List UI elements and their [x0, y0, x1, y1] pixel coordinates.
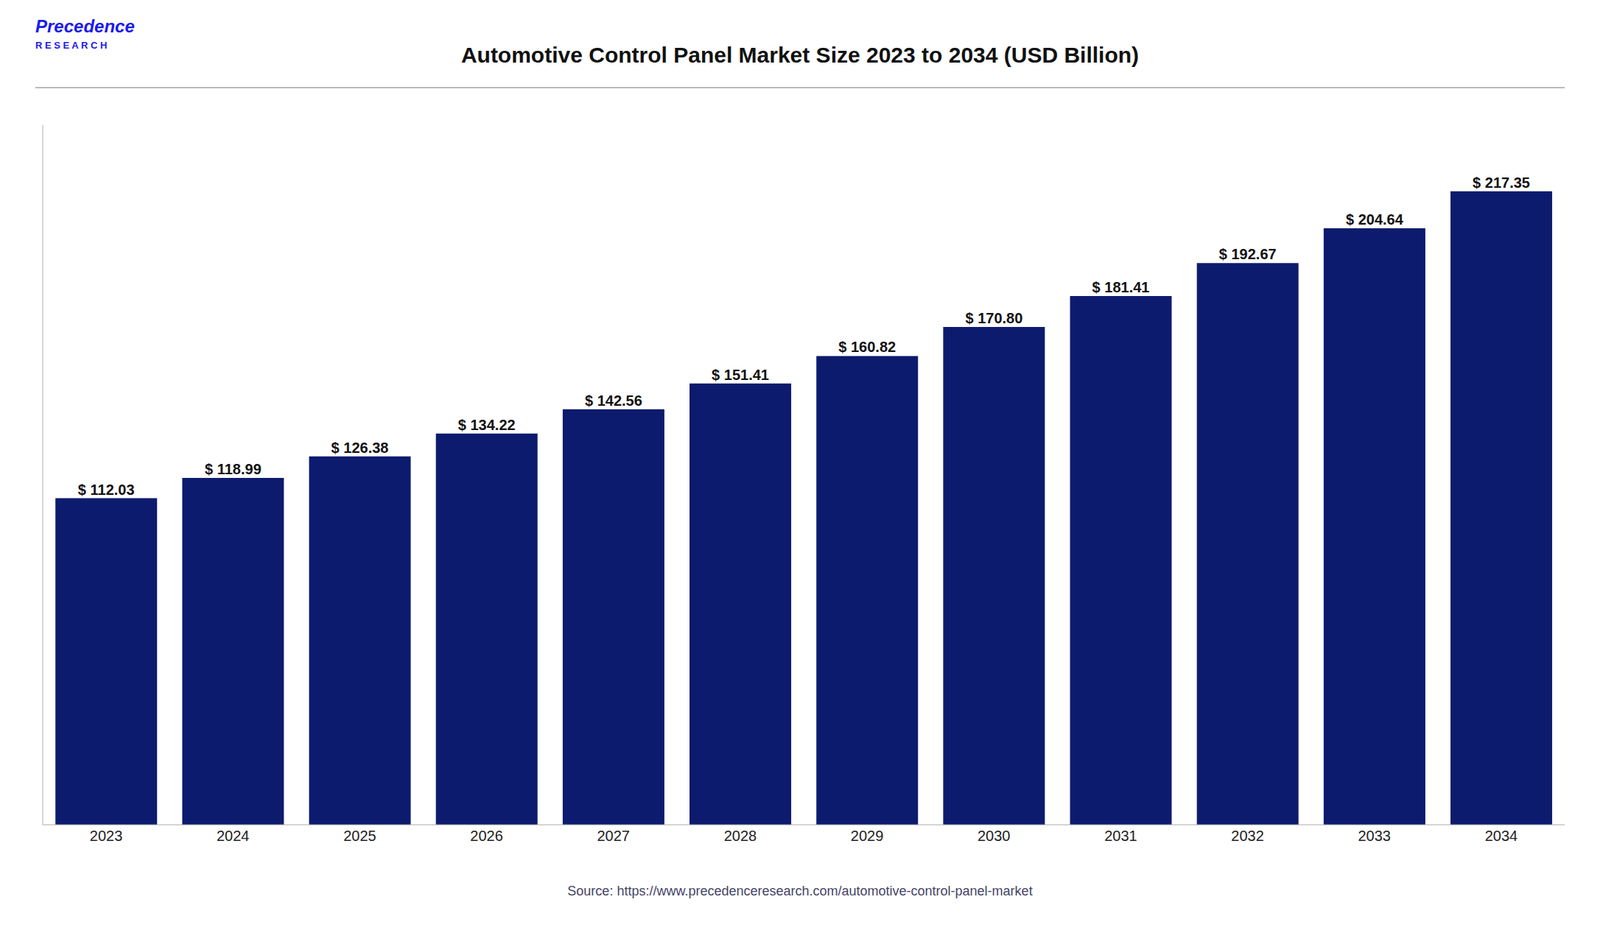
- svg-text:$ 181.41: $ 181.41: [1092, 279, 1150, 296]
- svg-text:$ 217.35: $ 217.35: [1472, 174, 1531, 191]
- svg-text:2028: 2028: [724, 827, 758, 845]
- html-text:Automotive Control Panel Marke: Automotive Control Panel Market Size 202…: [461, 42, 1139, 68]
- svg-text:2026: 2026: [469, 827, 504, 845]
- html-text:R E S E A R C H: R E S E A R C H: [35, 39, 108, 51]
- html-text:Source: https://www.precedence: Source: https://www.precedenceresearch.c…: [567, 883, 1033, 899]
- svg-text:$ 192.67: $ 192.67: [1219, 246, 1277, 263]
- svg-text:2032: 2032: [1230, 827, 1265, 845]
- svg-text:2030: 2030: [977, 827, 1011, 845]
- svg-text:2025: 2025: [343, 827, 377, 845]
- svg-text:$ 112.03: $ 112.03: [78, 481, 135, 498]
- html-text:Precedence: Precedence: [35, 16, 135, 37]
- svg-text:2027: 2027: [597, 827, 631, 845]
- svg-text:$ 160.82: $ 160.82: [838, 338, 896, 356]
- svg-text:$ 151.41: $ 151.41: [711, 366, 770, 384]
- svg-text:2034: 2034: [1485, 827, 1519, 845]
- svg-text:$ 204.64: $ 204.64: [1345, 211, 1405, 228]
- svg-text:2029: 2029: [850, 827, 884, 845]
- svg-text:$ 118.99: $ 118.99: [204, 461, 262, 478]
- svg-text:$ 142.56: $ 142.56: [584, 392, 643, 409]
- svg-text:2031: 2031: [1104, 827, 1138, 845]
- svg-text:2033: 2033: [1358, 827, 1392, 845]
- svg-text:$ 170.80: $ 170.80: [965, 310, 1023, 327]
- svg-text:$ 134.22: $ 134.22: [458, 416, 516, 434]
- svg-text:2024: 2024: [216, 827, 250, 845]
- svg-text:2023: 2023: [89, 827, 124, 845]
- svg-text:$ 126.38: $ 126.38: [331, 439, 389, 456]
